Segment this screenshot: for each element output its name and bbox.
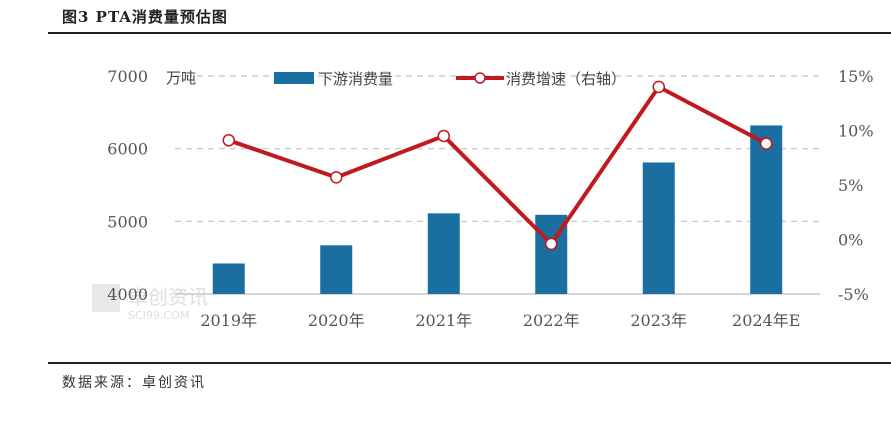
line-series — [222, 80, 773, 251]
left-tick-label: 7000 — [107, 67, 148, 86]
x-axis-ticks: 2019年 2020年 2021年 2022年 2023年 2024年E — [200, 311, 800, 330]
legend-line-label: 消费增速（右轴） — [506, 70, 626, 88]
legend-line-marker — [474, 72, 486, 84]
bar-series — [212, 125, 783, 294]
line-point — [760, 137, 773, 150]
consumption-chart: 卓创资讯 SCI99.COM 4000 5000 6000 7000 -5% 0% 5% 1… — [92, 67, 874, 330]
bar — [750, 125, 783, 294]
bar — [320, 245, 353, 294]
bottom-rule — [48, 362, 891, 364]
bar — [427, 213, 460, 294]
legend-bar-label: 下游消费量 — [318, 70, 393, 88]
right-tick-label: 0% — [838, 231, 863, 250]
line-point — [222, 134, 235, 147]
watermark-en: SCI99.COM — [128, 309, 189, 322]
left-axis-ticks: 4000 5000 6000 7000 — [107, 67, 148, 304]
legend: 下游消费量 消费增速（右轴） — [274, 70, 626, 88]
line-point — [545, 237, 558, 251]
watermark: 卓创资讯 SCI99.COM — [92, 284, 208, 322]
x-tick-label: 2023年 — [630, 311, 687, 330]
right-tick-label: 10% — [838, 122, 874, 141]
right-tick-label: -5% — [838, 285, 869, 304]
left-axis-unit: 万吨 — [166, 69, 196, 87]
x-tick-label: 2020年 — [308, 311, 365, 330]
right-tick-label: 15% — [838, 67, 874, 86]
bar — [642, 162, 675, 294]
line-point — [330, 171, 343, 184]
left-tick-label: 5000 — [107, 212, 148, 231]
right-tick-label: 5% — [838, 176, 863, 195]
top-rule — [48, 32, 891, 34]
left-tick-label: 6000 — [107, 140, 148, 159]
line-point — [652, 80, 665, 94]
x-tick-label: 2021年 — [415, 311, 472, 330]
x-tick-label: 2024年E — [732, 311, 800, 330]
x-tick-label: 2019年 — [200, 311, 257, 330]
legend-bar-swatch — [274, 72, 314, 84]
line-point — [437, 129, 450, 143]
figure-title: 图3 PTA消费量预估图 — [62, 8, 228, 26]
gridlines — [175, 75, 820, 295]
bar — [212, 263, 245, 294]
left-tick-label: 4000 — [107, 285, 148, 304]
data-source: 数据来源：卓创资讯 — [62, 375, 206, 391]
growth-line — [228, 84, 768, 246]
right-axis-ticks: -5% 0% 5% 10% 15% — [838, 67, 874, 304]
x-tick-label: 2022年 — [523, 311, 580, 330]
watermark-logo-icon — [92, 284, 120, 312]
watermark-cn: 卓创资讯 — [128, 285, 208, 309]
